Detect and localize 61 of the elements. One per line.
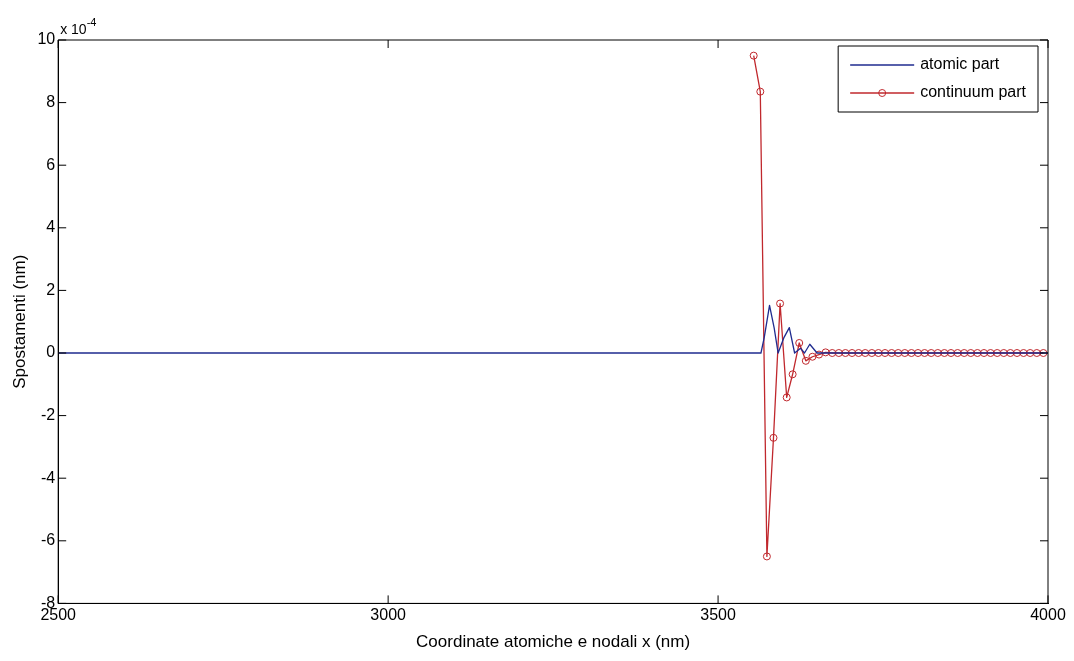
point — [894, 349, 903, 357]
point — [861, 349, 870, 357]
point — [887, 349, 896, 357]
point — [801, 356, 810, 365]
y-axis-title: Spostamenti (nm) — [9, 254, 29, 389]
point — [808, 352, 817, 361]
y-tick-label: 8 — [46, 93, 56, 111]
y-tick-label: -2 — [40, 406, 56, 424]
point — [999, 349, 1008, 357]
x-tick-label: 3000 — [370, 606, 407, 624]
point — [960, 349, 969, 357]
point — [914, 349, 923, 357]
point — [854, 349, 863, 357]
y-tick-label: 6 — [46, 155, 56, 173]
y-tick-label: -6 — [40, 531, 56, 549]
x-axis-title: Coordinate atomiche e nodali x (nm) — [416, 632, 691, 652]
point — [966, 349, 975, 357]
point — [940, 349, 949, 357]
point — [841, 349, 850, 357]
point — [1012, 349, 1021, 357]
y-tick-label: -4 — [40, 468, 56, 486]
point — [867, 349, 876, 357]
point — [973, 349, 982, 357]
point — [947, 349, 955, 357]
point — [979, 349, 988, 357]
point — [756, 87, 765, 96]
y-tick-label: 4 — [46, 218, 56, 236]
y-tick-label: 2 — [46, 280, 56, 298]
x-tick-label: 4000 — [1030, 606, 1066, 624]
point — [953, 349, 962, 357]
point — [986, 349, 995, 357]
point — [821, 348, 830, 357]
point — [848, 349, 857, 357]
point — [927, 349, 936, 357]
legend-label: continuum part — [920, 83, 1027, 101]
point — [795, 338, 804, 347]
point — [920, 349, 929, 357]
point — [993, 349, 1002, 357]
point — [907, 349, 916, 357]
x-tick-label: 3500 — [700, 606, 736, 624]
y-tick-label: 0 — [46, 343, 56, 361]
point — [815, 350, 824, 359]
point — [782, 393, 791, 402]
point — [881, 349, 890, 357]
point — [776, 299, 785, 308]
point — [900, 349, 909, 357]
point — [749, 51, 758, 60]
legend-label: atomic part — [920, 55, 1000, 73]
point — [1032, 349, 1041, 357]
point — [828, 349, 837, 357]
point — [788, 370, 797, 379]
point — [933, 349, 942, 357]
point — [834, 349, 843, 357]
point — [1026, 349, 1035, 357]
y-tick-label: 10 — [37, 30, 56, 48]
point — [1019, 349, 1028, 357]
point — [874, 349, 883, 357]
point — [762, 552, 771, 561]
point — [769, 433, 778, 442]
point — [1039, 349, 1048, 357]
point — [1006, 349, 1015, 357]
